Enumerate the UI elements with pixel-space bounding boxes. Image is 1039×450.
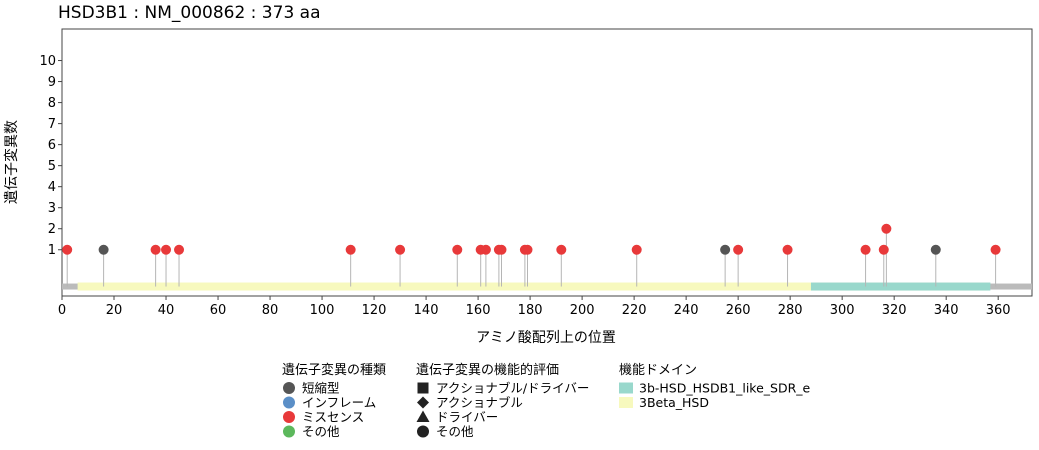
legend-swatch-circle [417,425,429,438]
lollipop-point [480,244,491,255]
legend-item-label: インフレーム [302,395,376,410]
legend: 遺伝子変異の種類短縮型インフレームミスセンスその他遺伝子変異の機能的評価アクショ… [282,362,811,439]
legend-swatch-circle [283,396,295,409]
x-tick-label: 340 [934,303,959,318]
legend-item-label: アクショナブル [436,395,523,410]
legend-group-title: 遺伝子変異の種類 [282,362,386,378]
lollipop-point [522,244,533,255]
legend-item-label: ミスセンス [302,410,364,425]
lollipop-point [496,244,507,255]
x-axis-label: アミノ酸配列上の位置 [476,330,616,346]
x-axis: 0 20 40 60 80 100 120 140 160 180 200 220 240 260 280 3… [58,296,1011,318]
x-tick-label: 140 [414,303,439,318]
lollipop-point [395,244,406,255]
legend-swatch-circle [283,411,295,423]
y-tick-label: 6 [48,138,56,153]
lollipop-points [62,223,1001,255]
x-tick-label: 180 [518,303,543,318]
lollipop-point [556,244,567,255]
legend-swatch-diamond [417,396,429,409]
x-tick-label: 360 [986,303,1011,318]
legend-swatch-triangle [416,410,430,422]
legend-item-label: 3Beta_HSD [639,395,709,410]
domain-bar [810,282,991,291]
legend-swatch-circle [283,425,295,438]
x-tick-label: 120 [362,303,387,318]
x-tick-label: 220 [622,303,647,318]
x-tick-label: 320 [882,303,907,318]
y-tick-label: 2 [48,222,56,237]
lollipop-point [930,244,941,255]
lollipop-point [782,244,793,255]
plot-frame [61,28,1033,297]
lollipop-point [860,244,871,255]
lollipop-stems [66,228,997,287]
lollipop-point [150,244,161,255]
y-tick-label: 9 [48,75,56,90]
lollipop-point [345,244,356,255]
y-tick-label: 8 [48,96,56,111]
x-tick-label: 100 [310,303,335,318]
lollipop-point [881,223,892,234]
lollipop-point [62,244,73,255]
chart-title: HSD3B1 : NM_000862 : 373 aa [58,3,321,23]
lollipop-point [161,244,172,255]
x-tick-label: 60 [210,303,227,318]
lollipop-point [990,244,1001,255]
lollipop-point [452,244,463,255]
y-axis: 1 2 3 4 5 6 7 8 9 10 [39,54,62,258]
x-tick-label: 200 [570,303,595,318]
y-tick-label: 7 [48,117,56,132]
domain-track [62,282,1032,291]
legend-group-title: 機能ドメイン [619,363,697,378]
legend-swatch-rect [619,397,633,408]
legend-swatch-circle [283,382,295,394]
legend-group-title: 遺伝子変異の機能的評価 [416,362,559,378]
legend-swatch-rect [619,382,633,394]
y-tick-label: 10 [39,54,56,69]
legend-item-label: その他 [436,424,474,439]
domain-bar [77,282,988,291]
y-tick-label: 1 [48,243,56,258]
legend-item-label: 3b-HSD_HSDB1_like_SDR_e [639,381,811,396]
lollipop-point [720,244,731,255]
x-tick-label: 300 [830,303,855,318]
x-tick-label: 0 [58,303,66,318]
y-tick-label: 4 [48,180,56,195]
y-tick-label: 5 [48,159,56,174]
y-axis-label: 遺伝子変異数 [3,120,20,204]
x-tick-label: 80 [262,303,279,318]
lollipop-point [733,244,744,255]
lollipop-point [878,244,889,255]
legend-item-label: アクショナブル/ドライバー [436,381,589,396]
lollipop-point [631,244,642,255]
x-tick-label: 280 [778,303,803,318]
lollipop-point [98,244,109,255]
legend-swatch-square [417,382,429,394]
x-tick-label: 20 [106,303,123,318]
y-tick-label: 3 [48,201,56,216]
legend-item-label: 短縮型 [302,381,340,396]
x-tick-label: 260 [726,303,751,318]
legend-item-label: ドライバー [436,410,498,425]
lollipop-point [174,244,185,255]
x-tick-label: 240 [674,303,699,318]
x-tick-label: 160 [466,303,491,318]
x-tick-label: 40 [158,303,175,318]
legend-item-label: その他 [302,424,340,439]
